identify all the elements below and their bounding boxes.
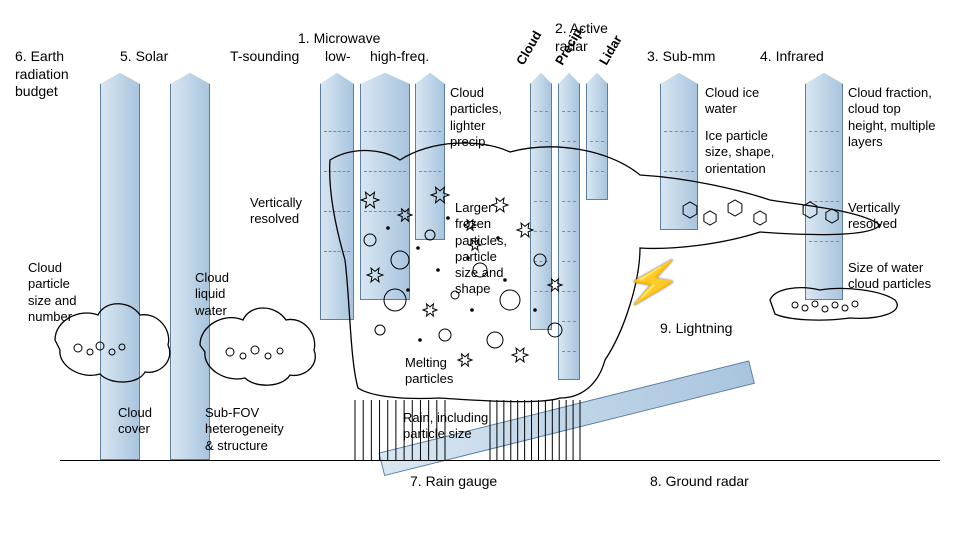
label-h9: 9. Lightning: [660, 320, 732, 338]
label-a1: Cloud particle size and number: [28, 260, 76, 325]
label-h6: 6. Earth radiation budget: [15, 48, 69, 101]
label-a11: Ice particle size, shape, orientation: [705, 128, 774, 177]
label-h1b: low-: [325, 48, 351, 66]
label-h5: 5. Solar: [120, 48, 168, 66]
beam-b2c: [586, 70, 608, 200]
label-a2: Cloud cover: [118, 405, 152, 438]
label-a7: Larger frozen particles, particle size a…: [455, 200, 507, 298]
label-h1a: T-sounding: [230, 48, 299, 66]
label-a6: Cloud particles, lighter precip.: [450, 85, 502, 150]
ground-line: [60, 460, 940, 461]
label-a12: Cloud fraction, cloud top height, multip…: [848, 85, 935, 150]
beam-b2a: [530, 70, 552, 330]
beam-b6: [100, 70, 140, 460]
label-a3: Cloud liquid water: [195, 270, 229, 319]
label-h8: 8. Ground radar: [650, 473, 749, 491]
label-h2a: Cloud: [513, 28, 545, 68]
beam-b1c: [415, 70, 445, 240]
beam-b3: [660, 70, 698, 230]
beam-b1a: [320, 70, 354, 320]
diagram-root: { "canvas":{"w":960,"h":540,"bg":"#fffff…: [0, 0, 960, 540]
beam-b5: [170, 70, 210, 460]
beam-b4: [805, 70, 843, 300]
lightning-icon: ⚡: [621, 250, 687, 314]
label-a9: Rain, including particle size: [403, 410, 488, 443]
label-a8: Melting particles: [405, 355, 453, 388]
beam-b1b: [360, 70, 410, 300]
label-a13: Vertically resolved: [848, 200, 900, 233]
label-h3: 3. Sub-mm: [647, 48, 715, 66]
label-a4: Vertically resolved: [250, 195, 302, 228]
beam-b2b: [558, 70, 580, 380]
label-h1: 1. Microwave: [298, 30, 380, 48]
label-a5: Sub-FOV heterogeneity & structure: [205, 405, 284, 454]
label-a10: Cloud ice water: [705, 85, 759, 118]
label-h1c: high-freq.: [370, 48, 429, 66]
label-a14: Size of water cloud particles: [848, 260, 931, 293]
label-h4: 4. Infrared: [760, 48, 824, 66]
label-h7: 7. Rain gauge: [410, 473, 497, 491]
